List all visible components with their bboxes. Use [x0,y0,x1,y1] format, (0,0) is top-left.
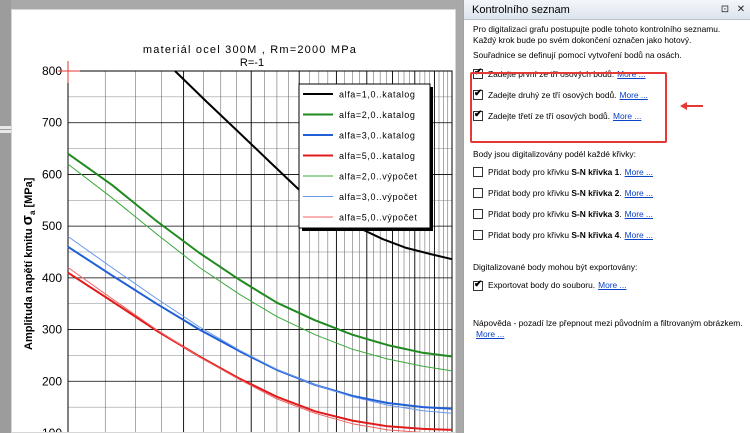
legend-label: alfa=2,0..výpočet [339,172,418,182]
axes-intro: Souřadnice se definují pomocí vytvoření … [473,50,682,61]
curve-step: Přidat body pro křivku S-N křivka 1. More… [473,162,744,183]
legend-label: alfa=3,0..katalog [339,131,416,141]
pin-icon[interactable]: ⊡ [720,3,730,15]
intro-text: Pro digitalizaci grafu postupujte podle … [473,24,721,46]
curve-name: S-N křivka 4 [571,229,620,240]
export-more-link[interactable]: More ... [598,279,627,290]
curve-step: Přidat body pro křivku S-N křivka 4. More… [473,225,744,246]
axis-more-link[interactable]: More ... [619,89,648,100]
curve-step-prefix: Přidat body pro křivku [488,166,572,177]
series-line[interactable] [67,236,453,414]
y-axis-label: Amplituda napětí kmitu σa [MPa] [19,177,37,350]
axis-step-text: Zadejte druhý ze tří osových bodů. [488,89,617,100]
series-line[interactable] [67,271,453,431]
axis-steps-highlight [470,72,667,143]
legend-label: alfa=5,0..katalog [339,151,416,161]
curve-more-link[interactable]: More ... [624,208,653,219]
curve-name: S-N křivka 3 [571,208,620,219]
axis-step-text: Zadejte třetí ze tří osových bodů. [488,110,610,121]
export-intro: Digitalizované body mohou být exportován… [473,261,638,272]
legend-label: alfa=5,0..výpočet [339,213,418,223]
axis-checkbox[interactable] [473,109,483,122]
y-tick-label: 800 [42,64,62,78]
y-tick-label: 300 [42,323,62,337]
curve-checkbox[interactable] [473,167,483,178]
series-line[interactable] [67,163,453,372]
chart-title: materiál ocel 300M , Rm=2000 MPa [143,44,357,56]
curve-step-suffix: . [619,187,622,198]
curve-step-suffix: . [619,208,622,219]
curve-step: Přidat body pro křivku S-N křivka 2. More… [473,183,744,204]
curve-checkbox[interactable] [473,188,483,199]
axis-checkbox[interactable] [473,88,483,101]
document-area[interactable]: 800 700 600 500 400 300 200 100 materiál ocel 30… [0,0,463,433]
legend-label: alfa=2,0..katalog [339,110,416,120]
curve-checkbox[interactable] [473,209,483,220]
curve-step-prefix: Přidat body pro křivku [488,229,572,240]
series-line[interactable] [67,152,453,358]
curve-step-prefix: Přidat body pro křivku [488,187,572,198]
curve-step-prefix: Přidat body pro křivku [488,208,572,219]
help-text: Nápověda - pozadí lze přepnout mezi půvo… [473,318,744,340]
y-tick-label: 100 [42,426,62,433]
legend-label: alfa=1,0..katalog [339,90,416,100]
y-tick-label: 200 [42,374,62,388]
chart-page[interactable]: 800 700 600 500 400 300 200 100 materiál ocel 30… [11,9,456,433]
curve-more-link[interactable]: More ... [624,229,653,240]
panel-title: Kontrolního seznam [472,3,570,16]
series-line[interactable] [67,245,453,410]
curve-steps: Přidat body pro křivku S-N křivka 1. More… [473,162,744,246]
axis-step: Zadejte druhý ze tří osových bodů.More .… [473,85,744,106]
curve-more-link[interactable]: More ... [624,187,653,198]
y-tick-label: 700 [42,116,62,130]
checklist-panel: Kontrolního seznam ⊡ ✕ Pro digitalizaci … [463,0,750,433]
axis-more-link[interactable]: More ... [612,110,642,121]
curve-step: Přidat body pro křivku S-N křivka 3. More… [473,204,744,225]
curve-step-suffix: . [619,229,622,240]
help-more-link[interactable]: More ... [476,329,505,340]
chart-subtitle: R=-1 [240,57,264,69]
curve-more-link[interactable]: More ... [624,166,653,177]
series-line[interactable] [67,267,452,433]
y-tick-label: 500 [42,219,62,233]
left-arrow-icon [680,102,703,110]
curve-name: S-N křivka 2 [571,187,620,198]
curves-intro: Body jsou digitalizovány podél každé kři… [473,148,636,159]
curve-step-suffix: . [619,166,622,177]
axis-step: Zadejte třetí ze tří osových bodů.More .… [473,106,744,127]
curve-name: S-N křivka 1 [571,166,620,177]
panel-header: Kontrolního seznam ⊡ ✕ [464,0,750,20]
plot-frame [67,70,453,432]
document-scroll-strip [0,0,11,433]
panel-body: Pro digitalizaci grafu postupujte podle … [470,24,744,344]
legend-label: alfa=3,0..výpočet [339,192,418,202]
help-text-body: Nápověda - pozadí lze přepnout mezi půvo… [473,318,743,329]
export-checkbox[interactable] [473,279,483,291]
export-step-text: Exportovat body do souboru. [488,279,596,290]
y-tick-label: 600 [42,167,62,181]
sn-chart[interactable]: 800 700 600 500 400 300 200 100 materiál ocel 30… [12,10,456,433]
curve-checkbox[interactable] [473,230,483,241]
close-icon[interactable]: ✕ [736,3,746,15]
export-step: Exportovat body do souboru. More ... [473,275,744,296]
y-tick-label: 400 [42,271,62,285]
